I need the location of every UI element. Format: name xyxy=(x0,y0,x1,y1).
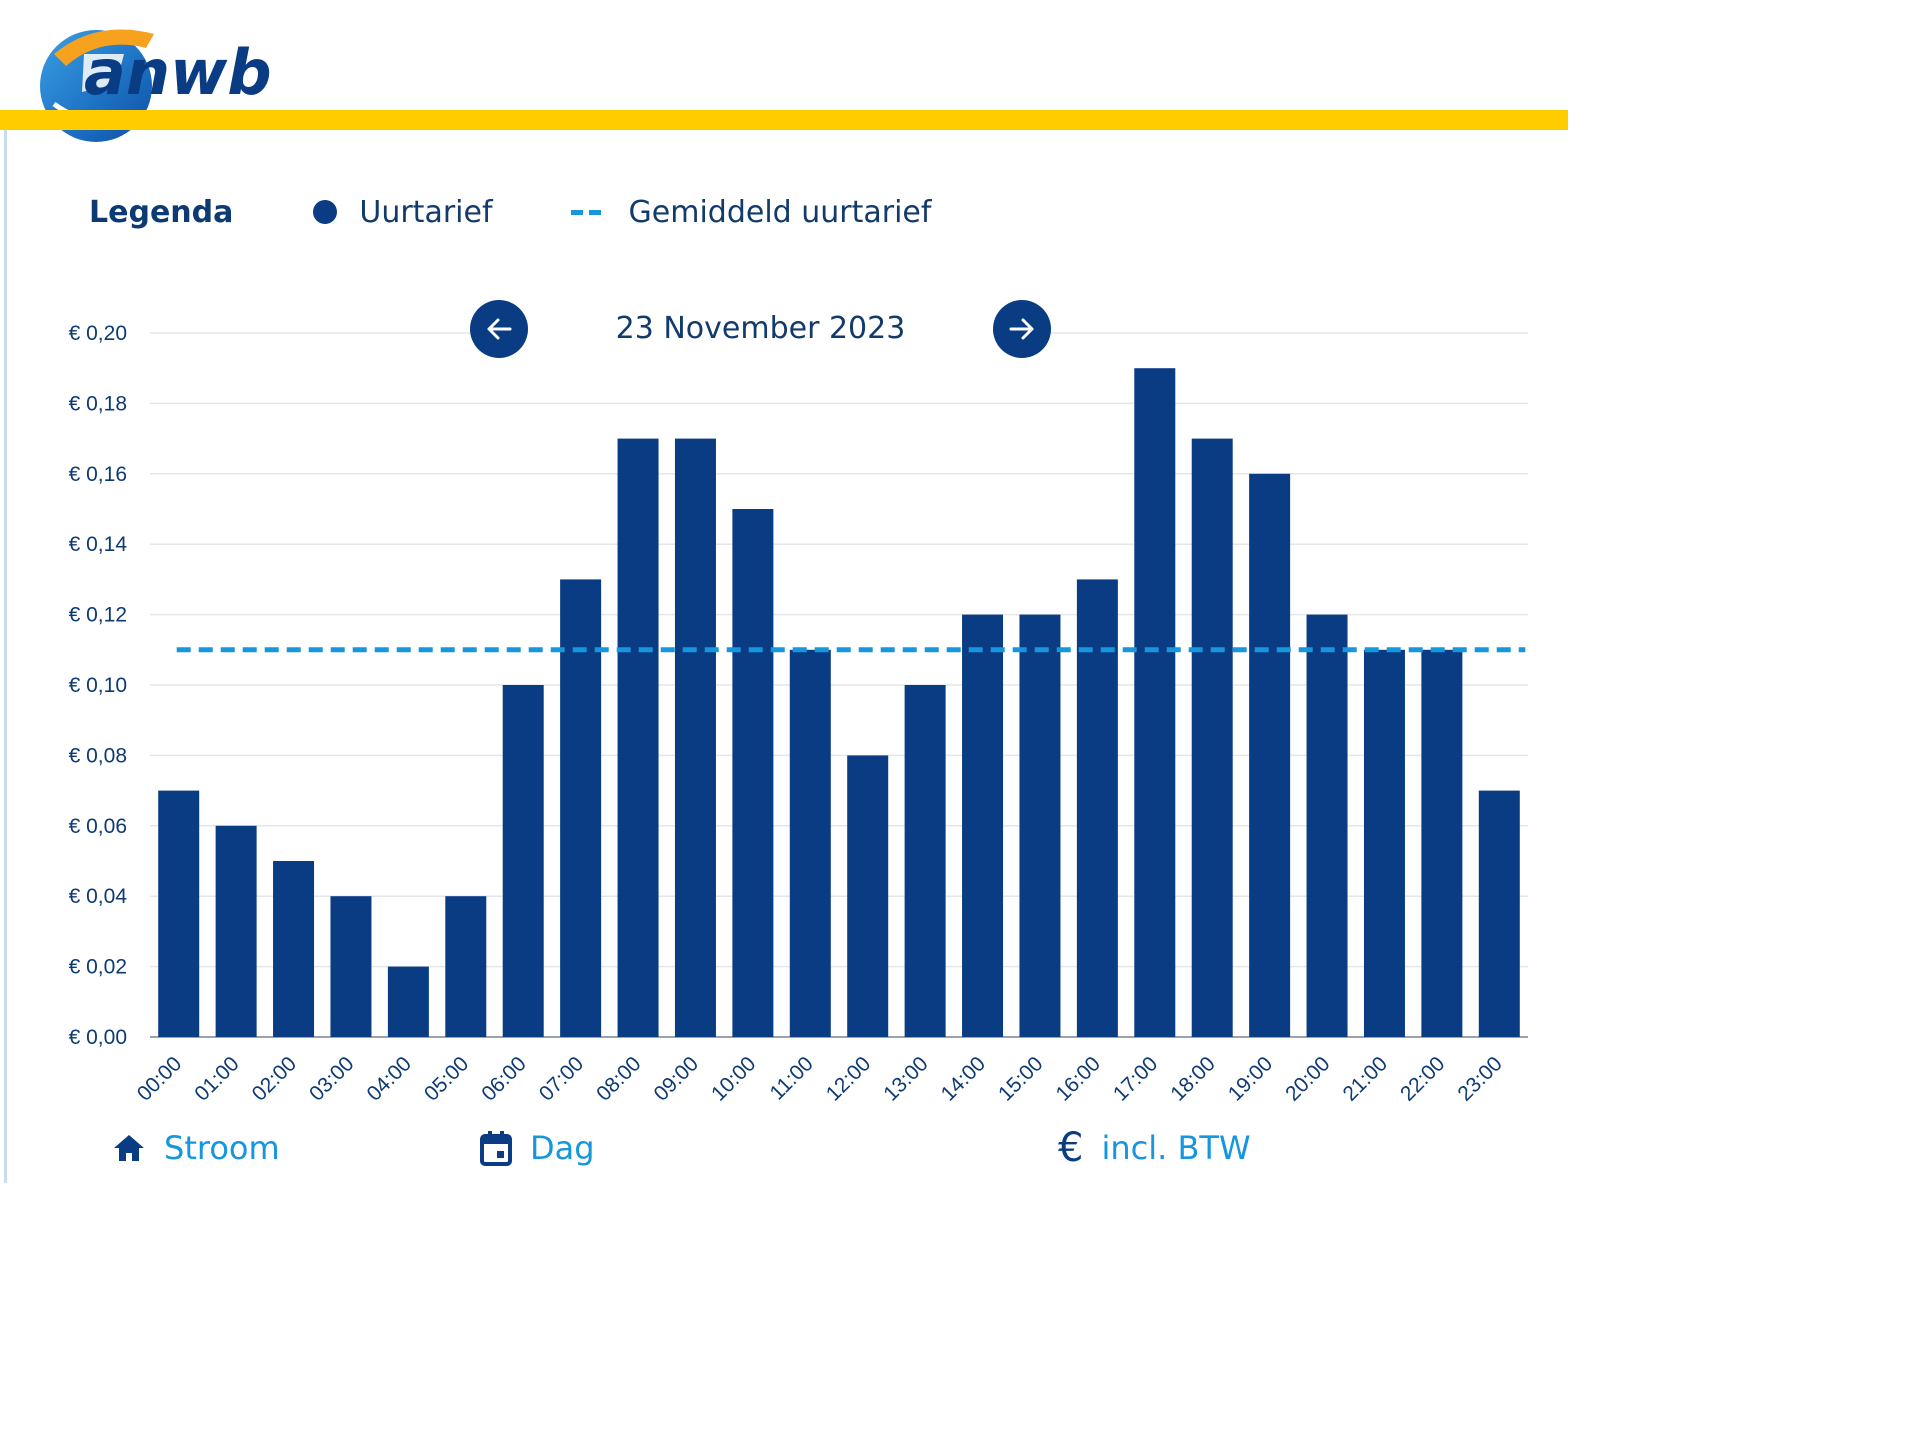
x-tick-label: 09:00 xyxy=(650,1052,703,1105)
x-tick-label: 04:00 xyxy=(362,1052,415,1105)
bar-0100[interactable] xyxy=(215,825,257,1037)
y-tick-label: € 0,14 xyxy=(69,533,128,556)
arrow-left-icon xyxy=(487,318,512,340)
bar-1700[interactable] xyxy=(1134,368,1176,1037)
bar-1500[interactable] xyxy=(1019,614,1061,1037)
x-tick-label: 11:00 xyxy=(766,1052,818,1104)
bar-1600[interactable] xyxy=(1076,579,1118,1037)
x-tick-label: 16:00 xyxy=(1051,1052,1104,1105)
bar-0700[interactable] xyxy=(560,579,602,1037)
legend-label-gemiddeld: Gemiddeld uurtarief xyxy=(628,194,932,230)
x-tick-label: 20:00 xyxy=(1281,1052,1334,1105)
arrow-right-icon xyxy=(1009,318,1034,340)
bar-1100[interactable] xyxy=(789,649,831,1037)
date-navigation: 23 November 2023 xyxy=(470,300,1052,358)
y-tick-label: € 0,00 xyxy=(69,1026,127,1049)
y-tick-label: € 0,16 xyxy=(69,463,127,486)
previous-day-button[interactable] xyxy=(470,300,528,358)
x-tick-label: 06:00 xyxy=(477,1052,530,1105)
left-rule xyxy=(4,130,7,1183)
x-tick-label: 17:00 xyxy=(1109,1052,1162,1105)
price-bar-chart: € 0,00 € 0,02 € 0,04 € 0,06 € 0,08 € 0,10 € 0,… xyxy=(69,322,1528,1106)
y-tick-label: € 0,04 xyxy=(69,885,128,908)
y-tick-label: € 0,08 xyxy=(69,744,127,767)
bar-0400[interactable] xyxy=(387,966,429,1037)
bar-0300[interactable] xyxy=(330,896,372,1037)
x-tick-label: 23:00 xyxy=(1453,1052,1506,1105)
logo-text: anwb xyxy=(84,36,272,109)
x-tick-label: 12:00 xyxy=(822,1052,875,1105)
dag-option[interactable]: Dag xyxy=(480,1120,595,1176)
euro-icon: € xyxy=(1058,1125,1084,1171)
x-tick-label: 02:00 xyxy=(248,1052,301,1105)
y-tick-label: € 0,10 xyxy=(69,674,127,697)
bar-1200[interactable] xyxy=(847,755,889,1037)
bar-2300[interactable] xyxy=(1478,790,1520,1037)
footer-options: Stroom Dag € incl. BTW xyxy=(0,1120,1568,1176)
x-tick-label: 08:00 xyxy=(592,1052,645,1105)
home-icon xyxy=(112,1133,146,1163)
stroom-option[interactable]: Stroom xyxy=(112,1120,280,1176)
dot-icon xyxy=(313,200,338,224)
legend-item-uurtarief: Uurtarief xyxy=(313,194,493,230)
bar-2000[interactable] xyxy=(1306,614,1348,1037)
bar-1800[interactable] xyxy=(1191,438,1233,1038)
x-tick-label: 15:00 xyxy=(994,1052,1047,1105)
stroom-label: Stroom xyxy=(164,1129,280,1167)
x-tick-label: 22:00 xyxy=(1396,1052,1449,1105)
calendar-icon xyxy=(480,1130,512,1166)
x-tick-label: 13:00 xyxy=(879,1052,932,1105)
x-tick-label: 21:00 xyxy=(1339,1052,1392,1105)
bar-0500[interactable] xyxy=(445,896,487,1037)
bar-1900[interactable] xyxy=(1249,473,1291,1037)
bar-1000[interactable] xyxy=(732,509,774,1037)
x-tick-label: 10:00 xyxy=(707,1052,760,1105)
bar-0900[interactable] xyxy=(674,438,716,1038)
bar-0600[interactable] xyxy=(502,685,544,1037)
legend-title: Legenda xyxy=(89,194,234,230)
x-tick-label: 19:00 xyxy=(1224,1052,1277,1105)
x-tick-label: 05:00 xyxy=(420,1052,473,1105)
legend: Legenda Uurtarief Gemiddeld uurtarief xyxy=(89,188,1009,236)
legend-item-gemiddeld: Gemiddeld uurtarief xyxy=(570,194,932,230)
y-tick-label: € 0,18 xyxy=(69,392,127,415)
y-tick-label: € 0,02 xyxy=(69,956,127,979)
bar-1400[interactable] xyxy=(962,614,1004,1037)
header-bar xyxy=(0,110,1568,130)
btw-option[interactable]: € incl. BTW xyxy=(1058,1120,1251,1176)
x-tick-label: 03:00 xyxy=(305,1052,358,1105)
x-tick-label: 01:00 xyxy=(190,1052,243,1105)
legend-label-uurtarief: Uurtarief xyxy=(359,194,493,230)
dashed-line-icon xyxy=(570,209,607,215)
dag-label: Dag xyxy=(530,1129,595,1167)
bar-0000[interactable] xyxy=(158,790,200,1037)
x-tick-label: 00:00 xyxy=(133,1052,186,1105)
bar-0800[interactable] xyxy=(617,438,659,1038)
y-tick-label: € 0,20 xyxy=(69,322,127,345)
bar-0200[interactable] xyxy=(273,861,315,1037)
x-tick-label: 18:00 xyxy=(1166,1052,1219,1105)
x-tick-label: 14:00 xyxy=(937,1052,990,1105)
date-label: 23 November 2023 xyxy=(528,300,993,358)
next-day-button[interactable] xyxy=(993,300,1051,358)
bar-2200[interactable] xyxy=(1421,649,1463,1037)
y-tick-label: € 0,06 xyxy=(69,815,127,838)
x-tick-label: 07:00 xyxy=(535,1052,588,1105)
y-tick-label: € 0,12 xyxy=(69,604,127,627)
bar-2100[interactable] xyxy=(1363,649,1405,1037)
bar-1300[interactable] xyxy=(904,685,946,1037)
btw-label: incl. BTW xyxy=(1101,1129,1251,1167)
